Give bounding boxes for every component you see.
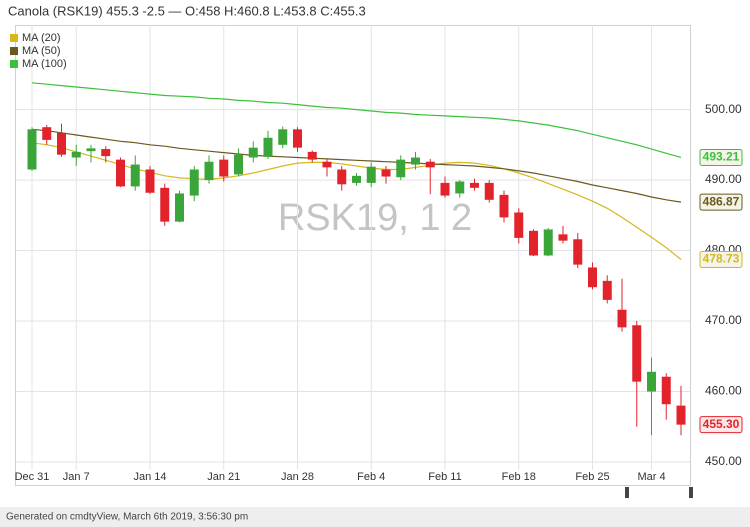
plot-frame bbox=[15, 25, 691, 486]
candle-body bbox=[632, 325, 642, 382]
candle-body bbox=[322, 161, 332, 168]
candle-body bbox=[676, 405, 686, 425]
candle-body bbox=[189, 169, 199, 196]
legend-label: MA (50) bbox=[22, 45, 61, 57]
last-value-label: 486.87 bbox=[703, 194, 740, 208]
x-tick-label: Feb 18 bbox=[502, 471, 536, 483]
footer: Generated on cmdtyView, March 6th 2019, … bbox=[6, 512, 248, 523]
candle-body bbox=[307, 151, 317, 160]
candle-body bbox=[573, 239, 583, 265]
legend-label: MA (100) bbox=[22, 58, 67, 70]
x-tick-label: Jan 7 bbox=[63, 471, 90, 483]
legend-swatch bbox=[10, 34, 18, 42]
candle-body bbox=[425, 161, 435, 168]
y-tick-label: 500.00 bbox=[705, 102, 742, 116]
candle-body bbox=[204, 161, 214, 181]
candle-body bbox=[499, 194, 509, 218]
candle-body bbox=[27, 129, 37, 170]
last-value-box bbox=[699, 148, 743, 166]
candle-body bbox=[248, 147, 258, 158]
footer-bar bbox=[0, 507, 750, 527]
candle-body bbox=[661, 376, 671, 405]
candle-body bbox=[411, 157, 420, 165]
scroll-handle[interactable] bbox=[625, 487, 629, 498]
candle-body bbox=[263, 137, 273, 157]
last-value-label: 455.30 bbox=[703, 417, 740, 431]
last-value-box bbox=[699, 250, 743, 268]
x-tick-label: Jan 28 bbox=[281, 471, 314, 483]
candle-body bbox=[293, 129, 302, 148]
candle-body bbox=[455, 181, 465, 194]
candle-body bbox=[440, 182, 450, 196]
legend-swatch bbox=[10, 60, 18, 68]
y-tick-label: 450.00 bbox=[705, 454, 742, 468]
watermark: RSK19, 1 2 bbox=[278, 197, 472, 239]
candle-body bbox=[130, 164, 140, 187]
candle-body bbox=[145, 169, 155, 193]
x-tick-label: Mar 4 bbox=[637, 471, 665, 483]
candle-body bbox=[352, 175, 361, 183]
candle-body bbox=[529, 230, 538, 256]
candle-body bbox=[175, 193, 184, 222]
candle-body bbox=[219, 159, 229, 177]
x-tick-label: Jan 21 bbox=[207, 471, 240, 483]
last-value-label: 493.21 bbox=[703, 150, 740, 164]
x-tick-label: Feb 11 bbox=[428, 471, 461, 483]
candle-body bbox=[42, 127, 52, 140]
last-value-box bbox=[699, 193, 743, 211]
candle-body bbox=[396, 159, 406, 178]
candle-body bbox=[337, 169, 347, 185]
y-tick-label: 460.00 bbox=[705, 384, 742, 398]
y-tick-label: 470.00 bbox=[705, 313, 742, 327]
ma-line bbox=[31, 142, 682, 260]
x-tick-label: Jan 14 bbox=[133, 471, 166, 483]
ma-line bbox=[31, 128, 682, 203]
candle-body bbox=[86, 148, 96, 152]
candle-body bbox=[366, 166, 376, 183]
scroll-handle[interactable] bbox=[689, 487, 693, 498]
candle-body bbox=[514, 212, 524, 238]
candle-body bbox=[543, 229, 553, 256]
x-tick-label: Feb 25 bbox=[575, 471, 609, 483]
candle-body bbox=[470, 182, 479, 188]
ma-line bbox=[31, 82, 682, 158]
candle-body bbox=[484, 182, 494, 200]
last-value-label: 478.73 bbox=[703, 252, 740, 266]
last-value-box bbox=[699, 416, 743, 434]
candle-body bbox=[116, 159, 125, 187]
candle-body bbox=[602, 280, 612, 300]
candle-body bbox=[234, 154, 243, 175]
candle-body bbox=[647, 371, 656, 392]
candle-body bbox=[160, 187, 170, 222]
candle-body bbox=[381, 169, 391, 177]
legend-swatch bbox=[10, 47, 18, 55]
legend-label: MA (20) bbox=[22, 32, 61, 44]
candle-body bbox=[588, 267, 597, 288]
candle-body bbox=[558, 234, 568, 241]
candle-body bbox=[101, 149, 111, 157]
x-tick-label: Dec 31 bbox=[15, 471, 50, 483]
candle-body bbox=[617, 309, 627, 328]
candle-body bbox=[71, 151, 81, 158]
x-tick-label: Feb 4 bbox=[357, 471, 385, 483]
y-tick-label: 490.00 bbox=[705, 172, 742, 186]
candle-body bbox=[57, 132, 66, 155]
candle-body bbox=[278, 129, 288, 145]
chart-title: Canola (RSK19) 455.3 -2.5 — O:458 H:460.… bbox=[8, 3, 366, 18]
